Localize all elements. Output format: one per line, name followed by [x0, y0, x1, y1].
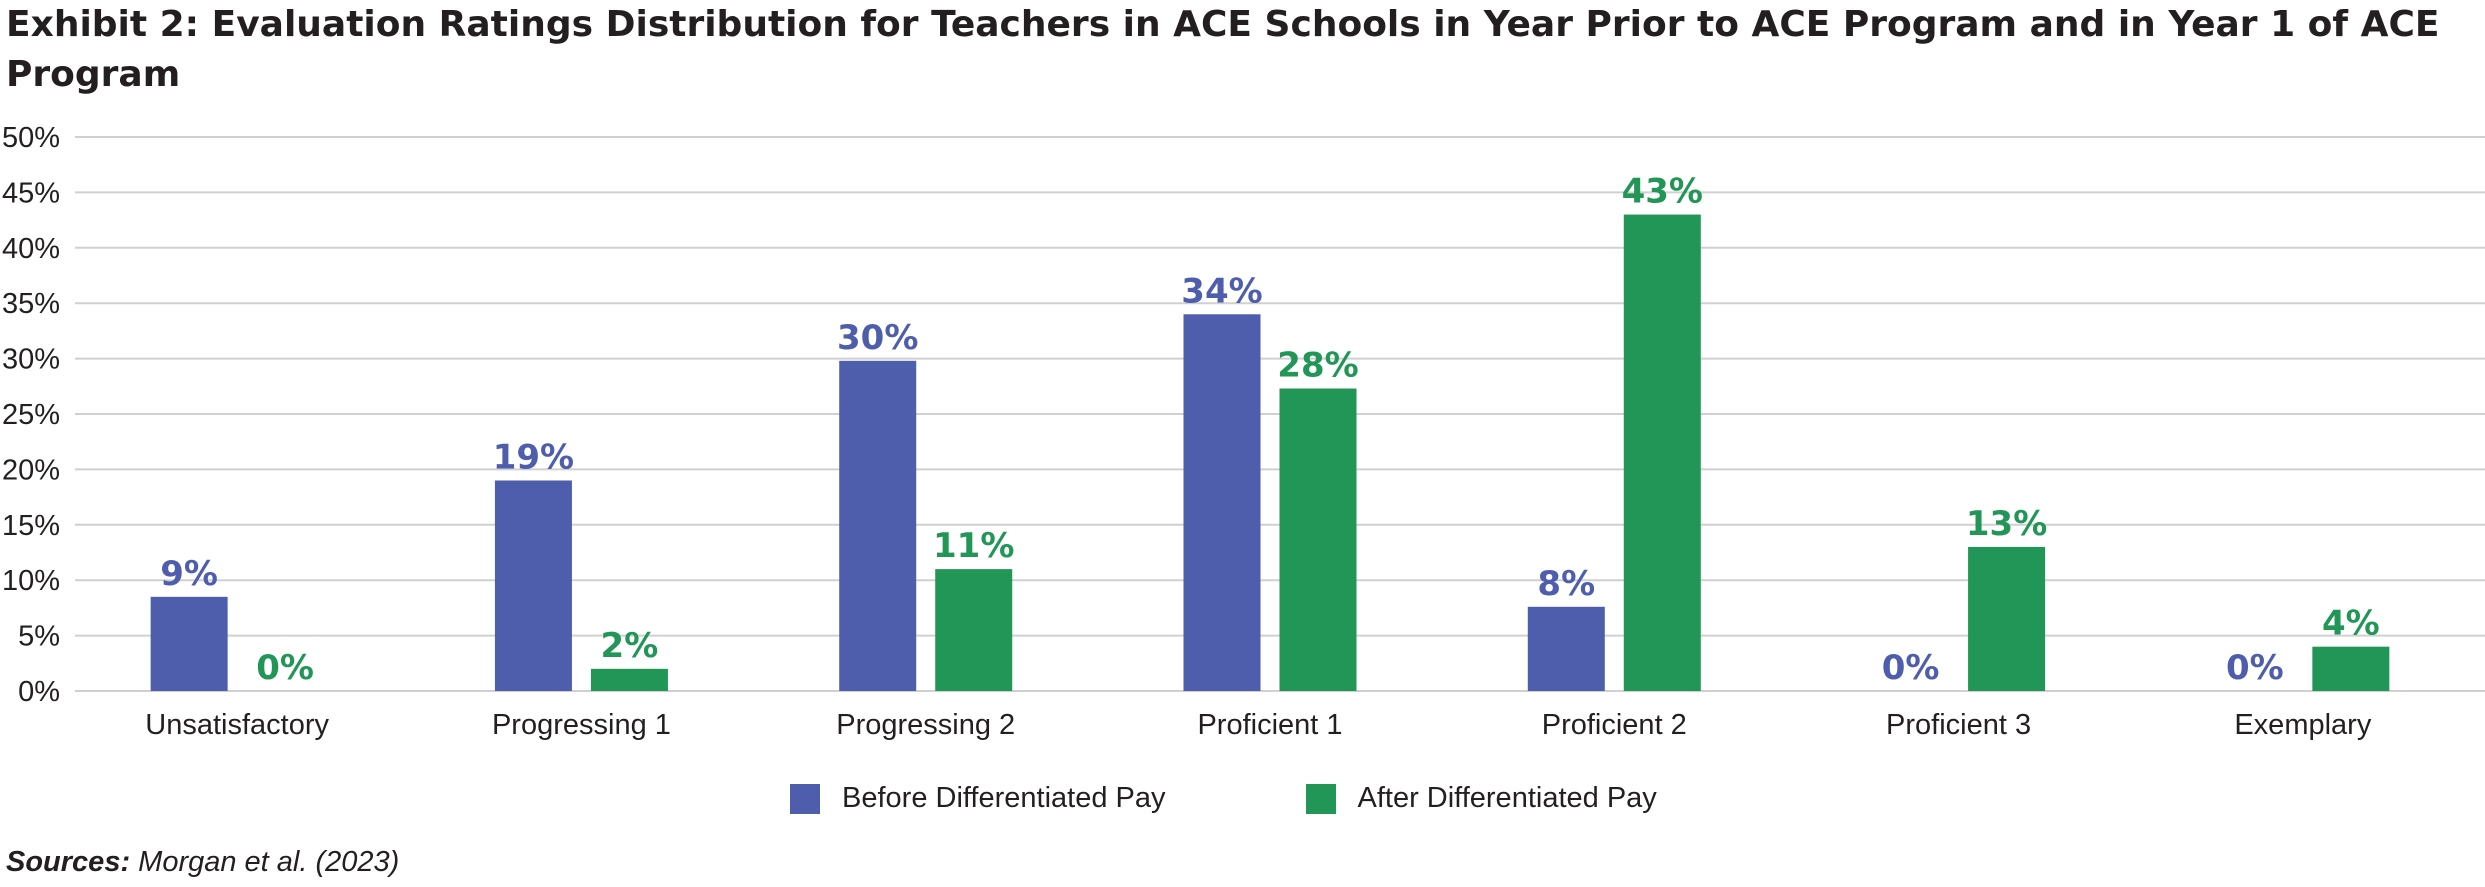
x-category-label: Unsatisfactory: [145, 709, 329, 741]
x-category-label: Proficient 3: [1886, 709, 2031, 741]
y-tick-label: 5%: [18, 621, 60, 653]
legend-swatch-before: [790, 783, 820, 814]
bar-after: [1279, 388, 1357, 691]
legend: Before Differentiated Pay After Differen…: [790, 782, 1797, 815]
legend-label-after: After Differentiated Pay: [1357, 782, 1657, 814]
bar-before: [494, 480, 572, 691]
data-label-after: 4%: [2322, 604, 2380, 644]
data-label-before: 8%: [1537, 564, 1595, 604]
y-tick-label: 45%: [2, 177, 60, 209]
bar-after: [1623, 214, 1701, 691]
source-label: Sources:: [6, 846, 131, 878]
bar-after: [1968, 546, 2046, 691]
y-tick-label: 25%: [2, 399, 60, 431]
y-tick-label: 20%: [2, 454, 60, 486]
x-category-label: Progressing 1: [492, 709, 671, 741]
legend-item-before: Before Differentiated Pay: [790, 782, 1166, 815]
x-category-label: Progressing 2: [836, 709, 1015, 741]
x-category-label: Proficient 2: [1542, 709, 1687, 741]
y-tick-label: 30%: [2, 344, 60, 376]
data-label-after: 13%: [1966, 504, 2047, 544]
data-label-after: 11%: [933, 526, 1014, 566]
bar-after: [590, 668, 668, 691]
y-tick-label: 0%: [18, 676, 60, 708]
bar-before: [839, 360, 917, 691]
x-category-label: Proficient 1: [1197, 709, 1342, 741]
source-text: Morgan et al. (2023): [138, 846, 400, 878]
x-category-label: Exemplary: [2234, 709, 2371, 741]
y-tick-label: 15%: [2, 510, 60, 542]
bars: [150, 214, 2390, 691]
bar-before: [1183, 314, 1261, 691]
bar-after: [935, 569, 1013, 691]
data-label-before: 34%: [1181, 271, 1262, 311]
y-axis-ticks: 0% 5% 10% 15% 20% 25% 30% 35% 40% 45% 50%: [2, 122, 60, 708]
bar-after: [2312, 646, 2390, 691]
source-note: Sources: Morgan et al. (2023): [6, 846, 399, 879]
y-tick-label: 35%: [2, 288, 60, 320]
legend-swatch-after: [1305, 783, 1336, 814]
gridlines: [75, 136, 2485, 692]
y-tick-label: 50%: [2, 122, 60, 154]
bar-before: [150, 596, 228, 691]
data-labels: 9% 0% 19% 2% 30% 11% 34% 28% 8% 43% 0% 13% 0% 4%: [160, 172, 2379, 688]
chart-title: Exhibit 2: Evaluation Ratings Distributi…: [6, 4, 2440, 95]
data-label-after: 0%: [256, 648, 314, 688]
data-label-before: 0%: [1882, 648, 1940, 688]
x-axis-categories: Unsatisfactory Progressing 1 Progressing 2…: [145, 709, 2372, 741]
bar-before: [1527, 606, 1605, 691]
data-label-before: 19%: [493, 437, 574, 477]
legend-item-after: After Differentiated Pay: [1305, 782, 1657, 815]
y-tick-label: 10%: [2, 565, 60, 597]
data-label-after: 2%: [601, 626, 659, 666]
data-label-before: 30%: [837, 318, 918, 358]
legend-label-before: Before Differentiated Pay: [842, 782, 1166, 814]
data-label-before: 9%: [160, 554, 218, 594]
data-label-after: 43%: [1622, 172, 1703, 212]
bar-chart: 0% 5% 10% 15% 20% 25% 30% 35% 40% 45% 50% 9% 0% 19% 2…: [2, 122, 2485, 741]
data-label-before: 0%: [2226, 648, 2284, 688]
data-label-after: 28%: [1277, 346, 1358, 386]
y-tick-label: 40%: [2, 233, 60, 265]
